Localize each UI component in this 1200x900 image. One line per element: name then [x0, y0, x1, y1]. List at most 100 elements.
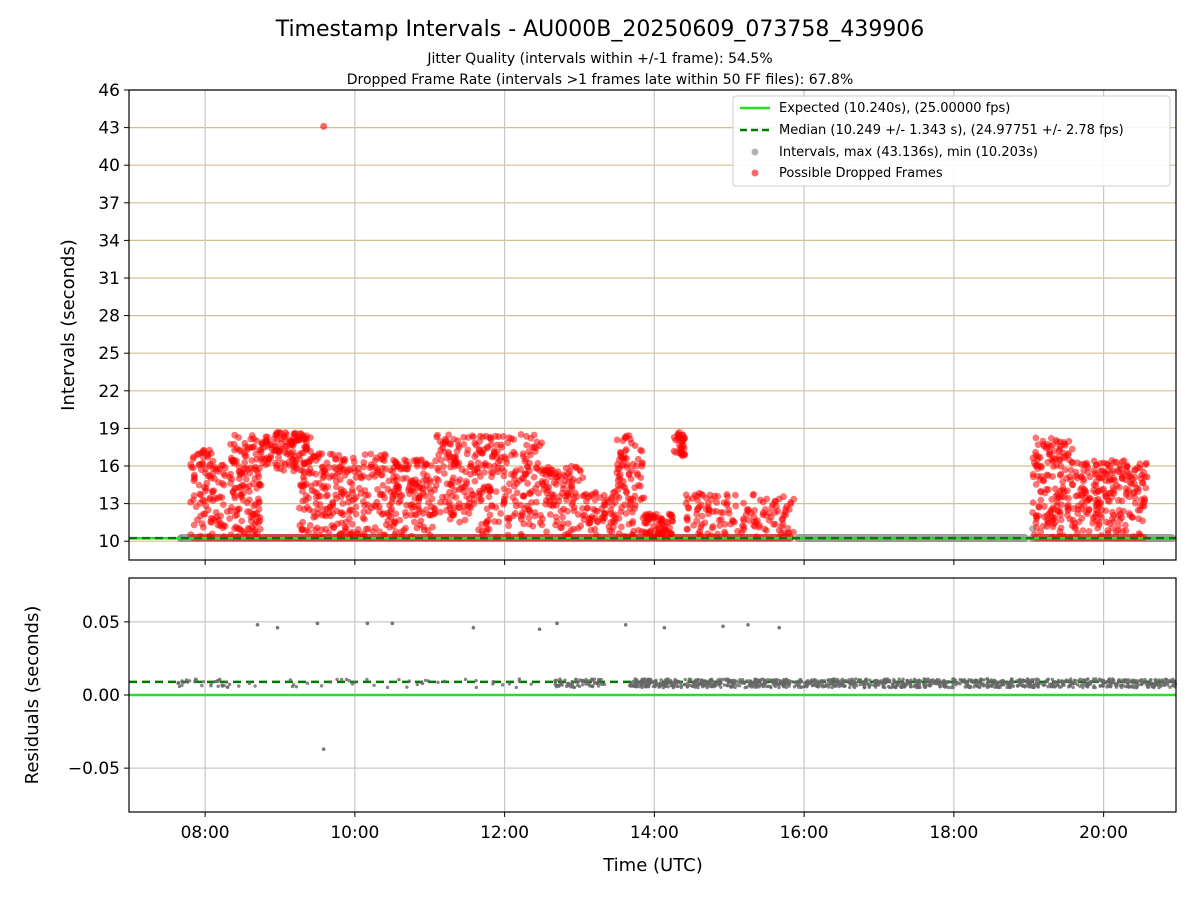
dropped-frame-point	[568, 462, 575, 470]
residual-point	[319, 684, 324, 688]
dropped-frame-point	[1047, 434, 1055, 442]
dropped-frame-point	[531, 509, 539, 516]
dropped-frame-point	[468, 432, 476, 440]
dropped-frame-point	[211, 475, 218, 483]
legend-median-label: Median (10.249 +/- 1.343 s), (24.97751 +…	[779, 123, 1124, 138]
residual-point	[1053, 680, 1057, 684]
dropped-frame-point	[277, 439, 285, 447]
dropped-frame-point	[435, 451, 443, 459]
dropped-frame-point	[331, 464, 338, 471]
residual-point	[847, 685, 852, 690]
residual-point	[662, 625, 667, 630]
residual-point	[745, 679, 749, 683]
residual-point	[181, 680, 186, 685]
dropped-frame-point	[756, 496, 764, 504]
residuals-x-tick-label: 12:00	[480, 823, 529, 843]
residual-point	[787, 680, 791, 685]
dropped-frame-point	[513, 489, 521, 497]
dropped-frame-point	[451, 487, 459, 494]
residual-point	[209, 682, 213, 686]
residual-point	[224, 680, 229, 684]
dropped-frame-point	[740, 515, 747, 523]
residual-point	[584, 682, 588, 686]
dropped-frame-point	[211, 463, 219, 471]
residual-point	[1165, 683, 1170, 687]
dropped-frame-point	[1056, 508, 1064, 515]
dropped-frame-point	[1037, 528, 1045, 536]
dropped-frame-point	[652, 513, 660, 521]
residual-point	[592, 677, 597, 681]
figure-subtitle-1: Jitter Quality (intervals within +/-1 fr…	[426, 51, 772, 67]
residual-point	[721, 624, 725, 629]
dropped-frame-point	[1079, 527, 1087, 534]
dropped-frame-point	[330, 523, 338, 531]
legend-intervals-label: Intervals, max (43.136s), min (10.203s)	[779, 145, 1038, 160]
dropped-frame-point	[621, 434, 629, 441]
dropped-frame-point	[336, 463, 344, 471]
dropped-frame-point	[346, 478, 354, 486]
dropped-frame-point	[1112, 528, 1120, 536]
residual-point	[864, 679, 869, 683]
residual-point	[729, 685, 733, 689]
dropped-frame-point	[586, 519, 594, 527]
dropped-frame-point	[614, 465, 622, 473]
dropped-frame-point	[564, 492, 571, 500]
dropped-frame-point	[456, 518, 464, 526]
dropped-frame-point	[461, 516, 469, 524]
dropped-frame-point	[685, 504, 693, 512]
residual-point	[778, 678, 782, 683]
dropped-frame-point	[459, 483, 467, 491]
residual-point	[816, 682, 821, 686]
residual-point	[637, 684, 641, 689]
residual-point	[1081, 685, 1085, 690]
residual-point	[682, 682, 687, 687]
residual-point	[1059, 685, 1063, 689]
dropped-frame-point	[529, 443, 536, 451]
residual-point	[1152, 684, 1156, 689]
dropped-frame-point	[1107, 489, 1115, 497]
residual-point	[754, 685, 758, 689]
residuals-y-ticks: −0.05 0.00 0.05	[68, 613, 129, 779]
dropped-frame-point	[242, 475, 250, 483]
dropped-frame-point	[1105, 498, 1113, 505]
residual-point	[951, 683, 955, 687]
residual-point	[799, 685, 803, 690]
residual-point	[853, 681, 857, 685]
residual-point	[891, 684, 895, 689]
dropped-frame-point	[638, 459, 646, 467]
residual-point	[1063, 679, 1067, 684]
residual-point	[1111, 678, 1116, 682]
residual-point	[689, 677, 693, 682]
residual-point	[703, 680, 708, 685]
dropped-frame-point	[676, 445, 684, 452]
dropped-frame-point	[772, 502, 780, 510]
residual-point	[886, 684, 891, 689]
residuals-panel: −0.05 0.00 0.05 08:00 10:00 12:00 14:00 16:00 1…	[22, 577, 1178, 876]
residual-point	[992, 678, 997, 683]
residual-point	[929, 683, 933, 687]
residual-point	[1149, 677, 1153, 682]
residual-point	[849, 680, 853, 684]
residual-point	[288, 678, 293, 682]
dropped-frame-point	[606, 527, 614, 535]
dropped-frame-point	[315, 450, 323, 457]
residual-point	[253, 684, 257, 688]
residual-point	[862, 685, 867, 690]
residual-point	[732, 680, 737, 684]
dropped-frame-point	[557, 507, 565, 515]
dropped-frame-point	[451, 460, 459, 468]
residual-point	[875, 683, 880, 687]
residual-point	[852, 685, 857, 690]
dropped-frame-point	[615, 514, 623, 522]
dropped-frame-point	[1040, 503, 1048, 510]
dropped-frame-point	[241, 439, 249, 447]
dropped-frame-point	[740, 499, 748, 507]
dropped-frame-point	[244, 524, 252, 532]
residual-point	[1072, 678, 1077, 683]
residual-point	[794, 683, 798, 687]
dropped-frame-point	[454, 478, 462, 486]
dropped-frame-point	[285, 461, 293, 469]
residual-point	[1093, 685, 1097, 690]
residual-point	[1078, 677, 1082, 681]
residual-point	[201, 680, 206, 684]
